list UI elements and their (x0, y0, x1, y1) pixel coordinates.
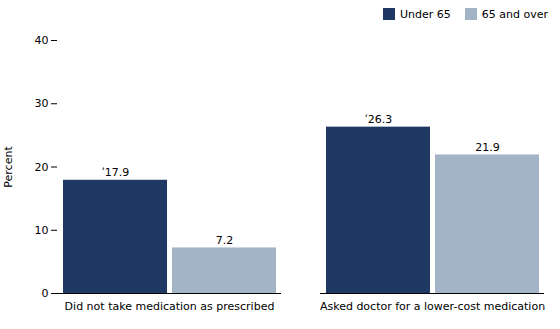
svg-text:7.2: 7.2 (216, 234, 234, 247)
svg-text:Asked doctor for a lower-cost: Asked doctor for a lower-cost medication (320, 300, 545, 313)
html-text:Under 65: Under 65 (400, 7, 451, 21)
html-text:65 and over: 65 and over (481, 7, 548, 21)
svg-text:21.9: 21.9 (475, 141, 500, 154)
svg-text:ʹ17.9: ʹ17.9 (102, 166, 130, 179)
svg-text:30: 30 (35, 97, 49, 110)
svg-text:Percent: Percent (2, 146, 15, 188)
svg-text:20: 20 (35, 161, 49, 174)
svg-text:40: 40 (35, 34, 49, 47)
svg-text:Did not take medication as pre: Did not take medication as prescribed (65, 300, 275, 313)
svg-text:ʹ26.3: ʹ26.3 (365, 113, 393, 126)
svg-text:0: 0 (42, 287, 49, 300)
svg-text:10: 10 (35, 224, 49, 237)
